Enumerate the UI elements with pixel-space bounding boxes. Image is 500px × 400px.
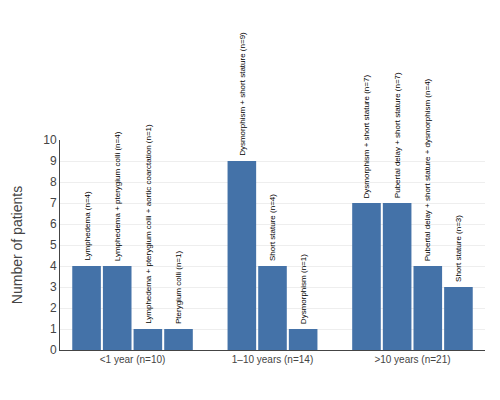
svg-text:>10 years (n=21): >10 years (n=21) [374,354,450,365]
svg-text:9: 9 [50,154,57,168]
svg-text:Number of patients: Number of patients [9,186,25,304]
svg-text:Lymphedema + pterygium colli +: Lymphedema + pterygium colli + aortic co… [144,124,153,324]
svg-text:Dysmorphism (n=1): Dysmorphism (n=1) [299,254,308,324]
svg-text:1: 1 [50,322,57,336]
svg-text:Dysmorphism + short stature (n: Dysmorphism + short stature (n=7) [362,75,371,199]
svg-text:Lymphedema (n=4): Lymphedema (n=4) [83,191,92,261]
svg-text:0: 0 [50,343,57,357]
svg-text:4: 4 [50,259,57,273]
svg-text:Dysmorphism + short stature (n: Dysmorphism + short stature (n=9) [238,32,247,156]
svg-text:<1 year (n=10): <1 year (n=10) [100,354,166,365]
svg-text:Pterygium colli (n=1): Pterygium colli (n=1) [174,251,183,324]
svg-text:7: 7 [50,196,57,210]
svg-text:1–10 years (n=14): 1–10 years (n=14) [232,354,313,365]
svg-text:8: 8 [50,175,57,189]
svg-text:Pubertal delay + short stature: Pubertal delay + short stature (n=7) [393,72,402,198]
svg-text:Short stature (n=4): Short stature (n=4) [268,194,277,261]
svg-text:3: 3 [50,280,57,294]
svg-text:5: 5 [50,238,57,252]
svg-text:10: 10 [43,133,57,147]
svg-text:2: 2 [50,301,57,315]
svg-text:6: 6 [50,217,57,231]
svg-text:Pubertal delay + short stature: Pubertal delay + short stature + dysmorp… [423,78,432,261]
svg-text:Lymphedema + pterygium colli (: Lymphedema + pterygium colli (n=4) [113,131,122,261]
svg-text:Short stature (n=3): Short stature (n=3) [454,215,463,282]
